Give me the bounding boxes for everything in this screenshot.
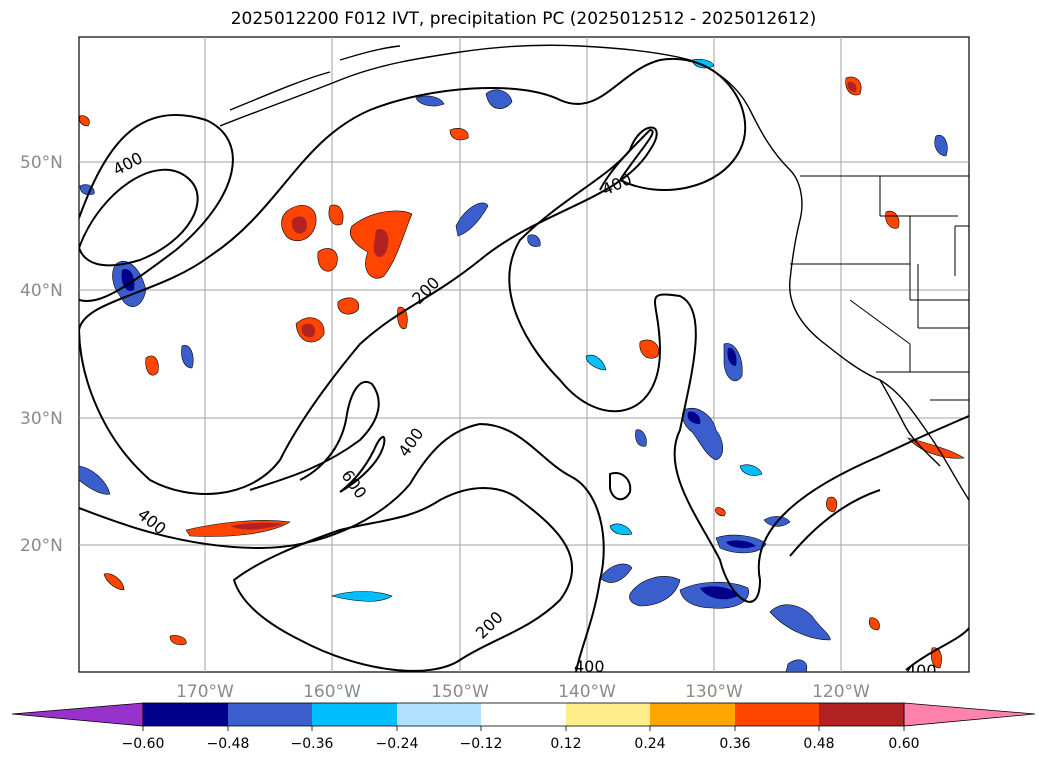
ivt-contours — [79, 57, 969, 672]
coastlines — [219, 44, 969, 501]
colorbar-segment — [312, 703, 397, 726]
colorbar-tick: 0.12 — [550, 736, 581, 752]
colorbar-segment — [566, 703, 650, 726]
lon-label-140w: 140°W — [558, 682, 616, 702]
colorbar-tick: −0.60 — [122, 736, 165, 752]
colorbar-tick: −0.24 — [376, 736, 419, 752]
lat-label-50n: 50°N — [20, 153, 63, 173]
lon-label-120w: 120°W — [812, 682, 870, 702]
lat-label-20n: 20°N — [20, 536, 63, 556]
colorbar-tick: 0.60 — [888, 736, 919, 752]
longitude-labels: 170°W 160°W 150°W 140°W 130°W 120°W — [176, 682, 870, 702]
contour-label: 400 — [574, 657, 605, 676]
lat-label-40n: 40°N — [20, 281, 63, 301]
lon-label-160w: 160°W — [303, 682, 361, 702]
colorbar-segment — [650, 703, 735, 726]
colorbar: −0.60 −0.48 −0.36 −0.24 −0.12 0.12 0.24 … — [11, 702, 1036, 752]
graticule — [79, 37, 969, 672]
latitude-labels: 50°N 40°N 30°N 20°N — [20, 153, 63, 556]
map-title: 2025012200 F012 IVT, precipitation PC (2… — [230, 9, 817, 29]
colorbar-tick: 0.36 — [719, 736, 750, 752]
colorbar-segment — [481, 703, 566, 726]
colorbar-segment — [819, 703, 904, 726]
lon-label-150w: 150°W — [431, 682, 489, 702]
country-borders — [790, 175, 969, 401]
colorbar-extend-low — [11, 702, 144, 727]
colorbar-tick: −0.36 — [291, 736, 334, 752]
colorbar-segment — [397, 703, 481, 726]
colorbar-tick: 0.48 — [803, 736, 834, 752]
contour-label: 400 — [906, 661, 937, 680]
precip-positive-blobs — [79, 76, 965, 669]
colorbar-tick: −0.12 — [460, 736, 503, 752]
colorbar-segment — [143, 703, 228, 726]
lat-label-30n: 30°N — [20, 409, 63, 429]
colorbar-extend-high — [903, 702, 1036, 727]
colorbar-segment — [735, 703, 819, 726]
lon-label-130w: 130°W — [685, 682, 743, 702]
colorbar-tick: 0.24 — [634, 736, 665, 752]
colorbar-segment — [228, 703, 312, 726]
map-frame — [78, 36, 970, 673]
colorbar-tick: −0.48 — [207, 736, 250, 752]
lon-label-170w: 170°W — [176, 682, 234, 702]
